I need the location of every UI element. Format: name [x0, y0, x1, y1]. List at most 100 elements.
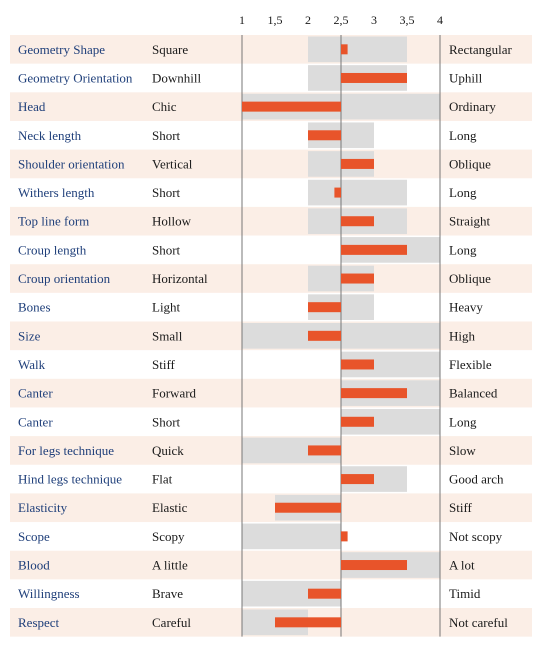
low-pole-label: Quick	[152, 443, 184, 458]
high-pole-label: Long	[449, 185, 477, 200]
low-pole-label: Downhill	[152, 70, 202, 85]
high-pole-label: Long	[449, 242, 477, 257]
tick-label: 3,5	[400, 13, 415, 27]
trait-label: Bones	[18, 300, 51, 315]
low-pole-label: Careful	[152, 615, 191, 630]
high-pole-label: Good arch	[449, 472, 504, 487]
low-pole-label: Horizontal	[152, 271, 208, 286]
low-pole-label: Flat	[152, 472, 173, 487]
low-pole-label: Brave	[152, 586, 183, 601]
high-pole-label: Ordinary	[449, 99, 496, 114]
trait-label: Head	[18, 99, 46, 114]
high-pole-label: Uphill	[449, 70, 483, 85]
value-bar	[308, 330, 341, 341]
value-bar	[341, 72, 407, 83]
value-bar	[275, 502, 341, 513]
value-bar	[242, 101, 341, 112]
tick-labels: 1 1,5 2 2,5 3 3,5 4	[239, 13, 443, 27]
trait-label: Withers length	[18, 185, 95, 200]
value-bar	[275, 617, 341, 628]
value-bar	[341, 560, 407, 571]
tick-label: 2,5	[334, 13, 349, 27]
value-bar	[334, 187, 341, 198]
value-bar	[341, 244, 407, 255]
row-stripe	[10, 493, 532, 523]
trait-label: Canter	[18, 386, 53, 401]
row-stripe	[10, 378, 532, 408]
high-pole-label: Long	[449, 414, 477, 429]
high-pole-label: Flexible	[449, 357, 492, 372]
row-stripe	[10, 264, 532, 293]
row-stripe	[10, 206, 532, 236]
trait-label: Walk	[18, 357, 46, 372]
trait-label: Croup length	[18, 242, 87, 257]
low-pole-label: Vertical	[152, 156, 193, 171]
low-pole-label: Scopy	[152, 529, 185, 544]
tick-label: 1,5	[268, 13, 283, 27]
high-pole-label: Slow	[449, 443, 476, 458]
high-pole-label: High	[449, 328, 476, 343]
high-pole-label: Stiff	[449, 500, 473, 515]
low-pole-label: Short	[152, 414, 181, 429]
value-bar	[341, 531, 348, 542]
high-pole-label: Rectangular	[449, 42, 512, 57]
low-pole-label: Light	[152, 300, 181, 315]
range-bar	[242, 523, 341, 550]
trait-label: Canter	[18, 414, 53, 429]
high-pole-label: Long	[449, 128, 477, 143]
trait-label: Blood	[18, 558, 50, 573]
high-pole-label: Heavy	[449, 300, 483, 315]
range-bar	[308, 36, 407, 63]
deviation-bars	[242, 44, 407, 628]
tick-label: 2	[305, 13, 311, 27]
low-pole-label: Short	[152, 185, 181, 200]
trait-label: Neck length	[18, 128, 82, 143]
value-bar	[341, 388, 407, 399]
low-pole-label: Chic	[152, 99, 177, 114]
value-bar	[341, 474, 374, 485]
high-pole-label: Balanced	[449, 386, 498, 401]
high-pole-label: Oblique	[449, 271, 491, 286]
low-pole-label: Square	[152, 42, 188, 57]
high-pole-label: Not scopy	[449, 529, 503, 544]
trait-label: Hind legs technique	[18, 472, 122, 487]
high-pole-label: A lot	[449, 558, 475, 573]
value-bar	[341, 216, 374, 227]
trait-label: Geometry Orientation	[18, 70, 133, 85]
trait-label: Size	[18, 328, 41, 343]
value-bar	[341, 359, 374, 370]
row-stripe	[10, 149, 532, 179]
low-pole-label: Short	[152, 128, 181, 143]
row-labels: Geometry Shape Square Rectangular Geometry …	[18, 42, 512, 630]
low-pole-label: A little	[152, 558, 188, 573]
high-pole-label: Timid	[449, 586, 481, 601]
high-pole-label: Not careful	[449, 615, 508, 630]
range-bar	[308, 179, 407, 206]
value-bar	[308, 445, 341, 456]
trait-label: Scope	[18, 529, 50, 544]
row-stripe	[10, 550, 532, 580]
trait-label: Geometry Shape	[18, 42, 105, 57]
value-bar	[341, 416, 374, 427]
trait-label: Croup orientation	[18, 271, 111, 286]
low-pole-label: Forward	[152, 386, 197, 401]
tick-label: 4	[437, 13, 443, 27]
low-pole-label: Short	[152, 242, 181, 257]
value-bar	[341, 273, 374, 284]
trait-label: Respect	[18, 615, 60, 630]
high-pole-label: Oblique	[449, 156, 491, 171]
trait-label: Top line form	[18, 214, 89, 229]
value-bar	[341, 44, 348, 55]
low-pole-label: Small	[152, 328, 183, 343]
row-stripe	[10, 35, 532, 64]
tick-label: 1	[239, 13, 245, 27]
trait-label: Elasticity	[18, 500, 68, 515]
trait-label: For legs technique	[18, 443, 114, 458]
low-pole-label: Elastic	[152, 500, 188, 515]
value-bar	[308, 130, 341, 141]
value-bar	[341, 158, 374, 169]
value-bar	[308, 302, 341, 313]
tick-label: 3	[371, 13, 377, 27]
high-pole-label: Straight	[449, 214, 491, 229]
